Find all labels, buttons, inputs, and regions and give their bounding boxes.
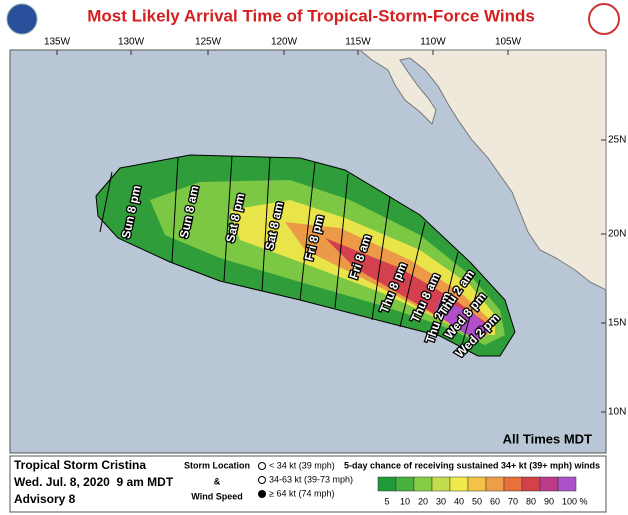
- latitude-label: 25N: [608, 135, 626, 146]
- scale-label: 100 %: [562, 496, 588, 506]
- scale-swatch: [377, 476, 397, 492]
- scale-label: 40: [454, 496, 464, 506]
- time-note: All Times MDT: [503, 431, 592, 446]
- advisory: Advisory 8: [14, 492, 76, 506]
- scale-swatch: [413, 476, 433, 492]
- symbol-label: < 34 kt (39 mph): [269, 460, 335, 470]
- scale-label: 10: [400, 496, 410, 506]
- scale-label: 70: [508, 496, 518, 506]
- latitude-label: 10N: [608, 407, 626, 418]
- title: Most Likely Arrival Time of Tropical-Sto…: [87, 6, 535, 25]
- prob-100: [435, 298, 490, 340]
- legend-amp: &: [214, 476, 221, 486]
- latitude-label: 20N: [608, 229, 626, 240]
- issued: Wed. Jul. 8, 2020 9 am MDT: [14, 475, 174, 489]
- symbol-icon: [258, 476, 266, 484]
- scale-swatch: [521, 476, 541, 492]
- scale-swatch: [449, 476, 469, 492]
- longitude-label: 130W: [118, 37, 145, 48]
- symbol-icon: [258, 462, 266, 470]
- latitude-label: 15N: [608, 318, 626, 329]
- scale-label: 80: [526, 496, 536, 506]
- storm-symbol: [476, 325, 486, 335]
- longitude-label: 105W: [495, 37, 522, 48]
- legend-subtitle: Wind Speed: [191, 491, 242, 501]
- scale-swatch: [539, 476, 559, 492]
- scale-label: 30: [436, 496, 446, 506]
- longitude-label: 110W: [420, 37, 446, 48]
- swath: [95, 154, 516, 357]
- scale-label: 60: [490, 496, 500, 506]
- scale-label: 5: [384, 496, 389, 506]
- scale-swatch: [467, 476, 487, 492]
- scale-label: 90: [544, 496, 554, 506]
- scale-swatch: [503, 476, 523, 492]
- longitude-label: 115W: [345, 37, 371, 48]
- noaa-logo: [6, 3, 38, 35]
- scale-swatch: [485, 476, 505, 492]
- land: [358, 49, 607, 291]
- scale-swatch: [557, 476, 577, 492]
- longitude-label: 135W: [44, 37, 71, 48]
- scale-label: 20: [418, 496, 428, 506]
- legend-title: Storm Location: [184, 460, 250, 470]
- scale-label: 50: [472, 496, 482, 506]
- longitude-label: 120W: [271, 37, 298, 48]
- storm-name: Tropical Storm Cristina: [14, 458, 146, 472]
- symbol-icon: [258, 490, 266, 498]
- symbol-label: 34-63 kt (39-73 mph): [269, 474, 353, 484]
- scale-swatch: [431, 476, 451, 492]
- scale-title: 5-day chance of receiving sustained 34+ …: [344, 460, 600, 470]
- symbol-label: ≥ 64 kt (74 mph): [269, 488, 334, 498]
- scale-swatch: [395, 476, 415, 492]
- nws-logo: [588, 3, 620, 35]
- longitude-label: 125W: [195, 37, 222, 48]
- isochrones: [99, 155, 481, 346]
